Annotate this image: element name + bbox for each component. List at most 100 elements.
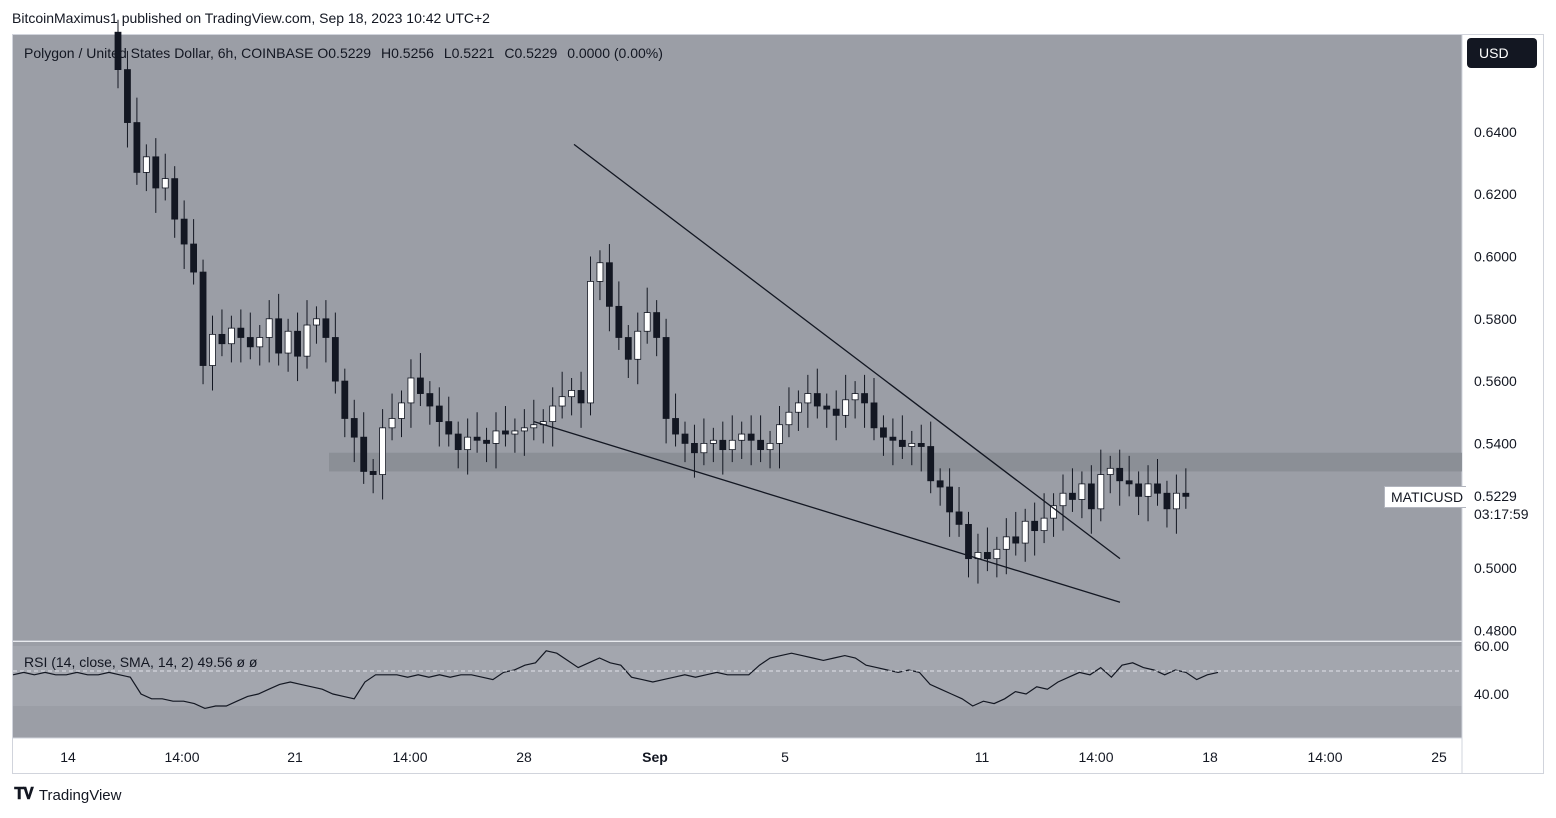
rsi-extra: ø ø — [236, 654, 258, 670]
attribution-text: BitcoinMaximus1 published on TradingView… — [12, 10, 490, 26]
open-value: 0.5229 — [328, 45, 372, 61]
candle-up — [464, 436, 472, 451]
candle-up — [313, 318, 320, 326]
candle-up — [795, 402, 802, 413]
candle-up — [1173, 492, 1180, 510]
candle-up — [851, 393, 859, 401]
candle-up — [700, 442, 708, 454]
candle-down — [331, 337, 339, 382]
low-value: 0.5221 — [451, 45, 495, 61]
candle-down — [1135, 483, 1142, 497]
price-axis-tick: 0.4800 — [1474, 622, 1517, 638]
price-axis-tick: 0.5600 — [1474, 373, 1517, 389]
candle-down — [984, 552, 991, 560]
time-axis-tick: 14:00 — [392, 749, 427, 765]
candle-up — [520, 427, 528, 432]
candle-down — [1012, 536, 1020, 544]
candle-up — [161, 178, 169, 189]
candle-down — [152, 156, 160, 189]
candle-down — [870, 402, 878, 429]
support-zone — [329, 452, 1462, 472]
candle-up — [1021, 520, 1029, 544]
candle-down — [416, 377, 424, 394]
price-axis-tick: 0.5400 — [1474, 435, 1517, 451]
rsi-line — [12, 650, 1219, 710]
candle-up — [558, 396, 566, 407]
candle-down — [681, 433, 689, 444]
candle-up — [530, 424, 538, 429]
candle-up — [379, 427, 387, 475]
candle-up — [1040, 517, 1048, 532]
last-price-value: 0.5229 — [1474, 488, 1517, 504]
candle-up — [1059, 492, 1067, 507]
time-axis-tick: 14 — [60, 749, 76, 765]
candle-down — [880, 427, 887, 438]
candle-down — [1125, 480, 1133, 485]
rsi-value: 49.56 — [197, 654, 233, 670]
rsi-axis-tick: 60.00 — [1474, 638, 1509, 654]
price-axis-tick: 0.5000 — [1474, 560, 1517, 576]
candle-up — [142, 156, 150, 173]
candle-up — [284, 330, 292, 354]
candle-up — [227, 327, 235, 345]
candle-up — [993, 548, 1001, 560]
candle-up — [766, 442, 774, 451]
candle-up — [643, 312, 651, 332]
rsi-legend: RSI (14, close, SMA, 14, 2) 49.56 ø ø — [24, 654, 257, 670]
time-axis-tick: 28 — [516, 749, 532, 765]
currency-button[interactable]: USD — [1467, 38, 1537, 68]
symbol-legend: Polygon / United States Dollar, 6h, COIN… — [24, 45, 669, 61]
time-axis-tick: 14:00 — [164, 749, 199, 765]
candle-down — [898, 439, 906, 447]
candle-down — [927, 446, 935, 482]
candle-up — [209, 333, 216, 366]
candle-down — [171, 178, 179, 220]
symbol-name: Polygon / United States Dollar, 6h, COIN… — [24, 45, 314, 61]
candle-up — [587, 281, 594, 404]
candle-down — [360, 436, 368, 472]
candle-down — [124, 69, 131, 123]
price-axis-tick: 0.6200 — [1474, 186, 1517, 202]
candle-up — [804, 393, 812, 404]
price-axis-tick: 0.6400 — [1474, 124, 1517, 140]
candle-up — [596, 262, 604, 282]
candle-down — [1069, 492, 1076, 500]
candle-down — [615, 305, 623, 338]
high-label: H — [380, 45, 392, 61]
candle-up — [1002, 536, 1010, 550]
candle-down — [275, 318, 283, 354]
candle-up — [785, 411, 793, 426]
price-panel — [13, 35, 1462, 641]
candle-down — [823, 405, 831, 410]
bar-countdown: 03:17:59 — [1474, 506, 1529, 522]
time-axis-tick: 14:00 — [1078, 749, 1113, 765]
low-label: L — [443, 45, 452, 61]
candle-down — [955, 511, 963, 525]
candle-up — [908, 442, 916, 447]
candle-down — [199, 271, 207, 366]
candle-up — [1078, 483, 1086, 500]
candle-down — [672, 418, 679, 435]
candle-up — [1106, 467, 1114, 475]
candle-down — [747, 433, 755, 441]
candle-down — [965, 523, 972, 560]
candle-down — [190, 243, 198, 273]
footer-branding[interactable]: 𝐓𝐕 TradingView — [14, 786, 121, 804]
candle-up — [738, 433, 746, 441]
last-price-label: 0.5229 03:17:59 — [1466, 485, 1540, 525]
candle-up — [1097, 474, 1105, 510]
candle-down — [341, 380, 349, 419]
candle-up — [303, 324, 311, 357]
rsi-title: RSI (14, close, SMA, 14, 2) — [24, 654, 194, 670]
candle-down — [757, 439, 764, 451]
candle-down — [483, 439, 490, 444]
candle-down — [577, 390, 585, 404]
candle-down — [237, 327, 245, 338]
candle-up — [511, 430, 519, 435]
candle-down — [426, 393, 434, 407]
price-axis-tick: 0.5800 — [1474, 311, 1517, 327]
candle-down — [889, 436, 897, 441]
candle-down — [691, 442, 698, 454]
candle-down — [133, 122, 141, 173]
